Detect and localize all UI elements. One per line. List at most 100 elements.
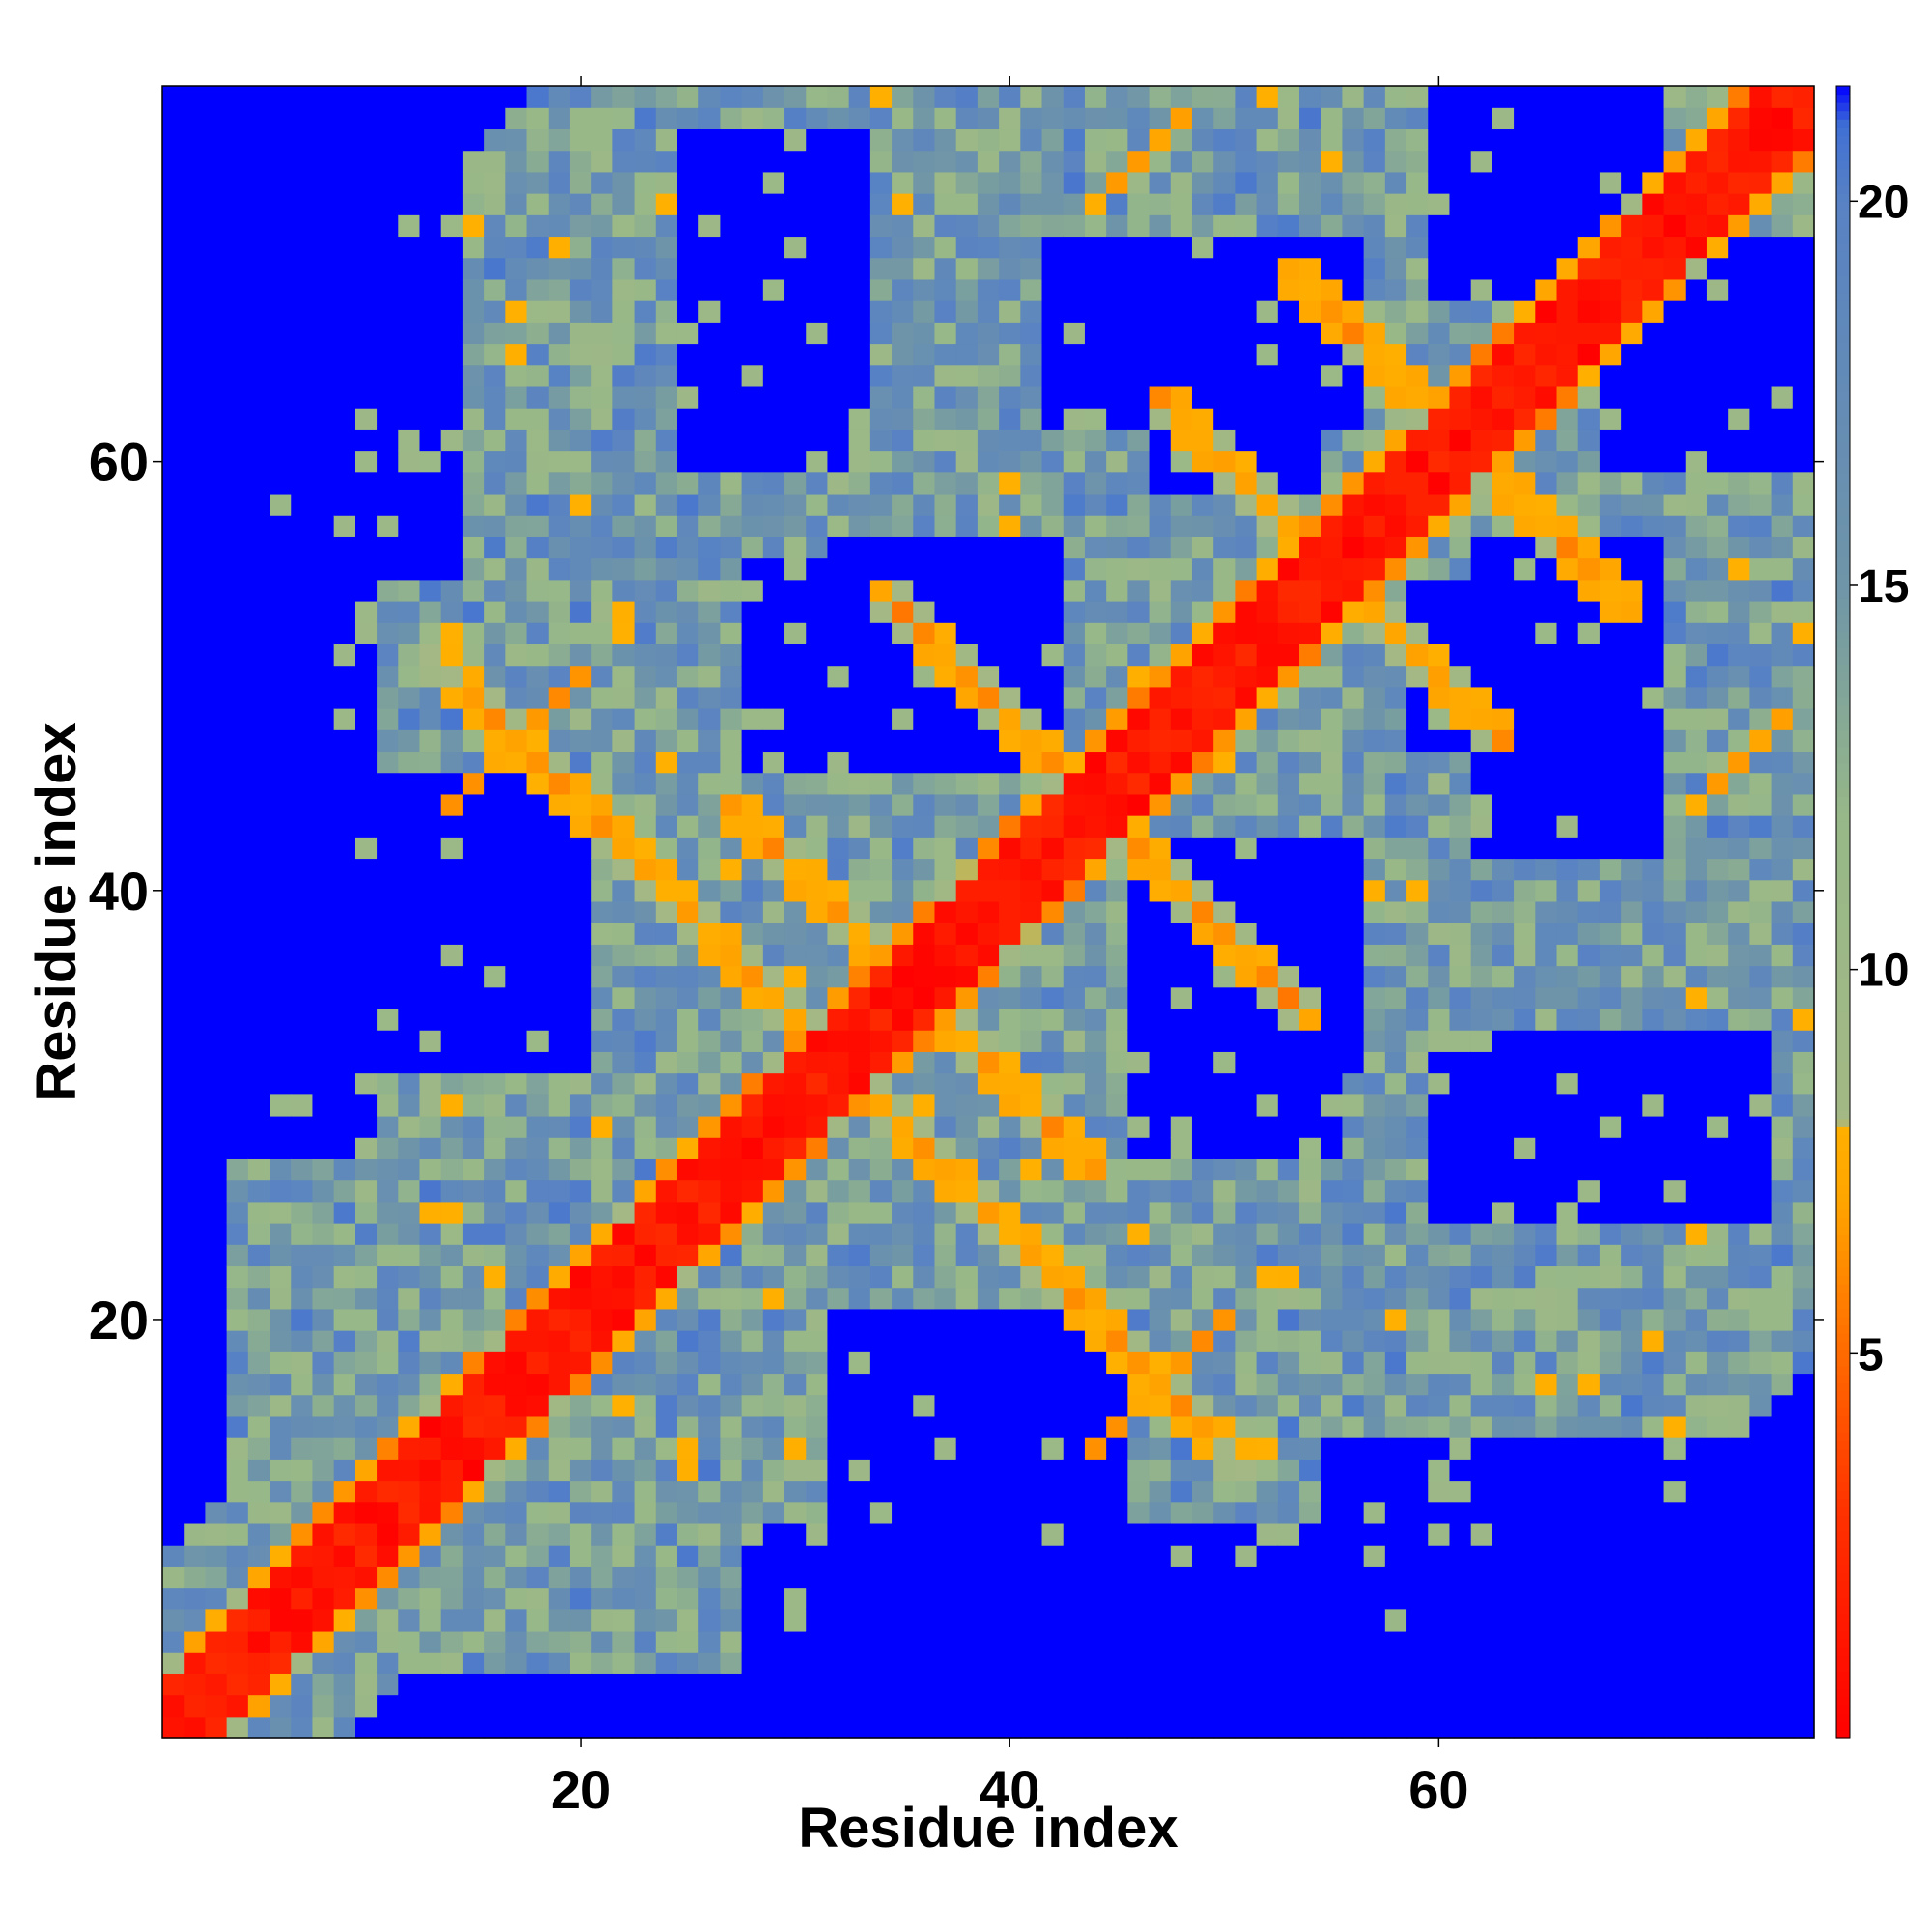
heatmap-cell <box>205 986 228 1009</box>
heatmap-cell <box>312 450 335 473</box>
heatmap-cell <box>591 1652 613 1674</box>
heatmap-cell <box>1213 1652 1236 1674</box>
heatmap-cell <box>1191 1501 1214 1524</box>
heatmap-cell <box>247 1330 270 1352</box>
heatmap-cell <box>162 643 185 667</box>
heatmap-cell <box>1235 793 1258 816</box>
heatmap-cell <box>698 1030 721 1052</box>
heatmap-cell <box>913 858 936 881</box>
heatmap-cell <box>913 622 936 644</box>
heatmap-cell <box>1321 1630 1344 1653</box>
heatmap-cell <box>162 364 185 387</box>
heatmap-cell <box>1384 1652 1407 1674</box>
heatmap-cell <box>162 150 185 173</box>
heatmap-cell <box>1170 622 1193 644</box>
heatmap-cell <box>999 1201 1021 1224</box>
heatmap-cell <box>569 278 592 301</box>
heatmap-cell <box>1106 1522 1128 1546</box>
heatmap-cell <box>827 193 850 215</box>
heatmap-cell <box>526 622 550 644</box>
heatmap-cell <box>1149 471 1172 495</box>
heatmap-cell <box>698 1652 721 1674</box>
heatmap-cell <box>720 1415 743 1438</box>
heatmap-cell <box>505 1223 528 1245</box>
heatmap-cell <box>1041 1072 1065 1095</box>
heatmap-cell <box>1449 1330 1472 1352</box>
heatmap-cell <box>569 1587 592 1610</box>
heatmap-cell <box>1449 1437 1472 1460</box>
heatmap-cell <box>784 923 807 945</box>
heatmap-cell <box>226 150 249 173</box>
heatmap-cell <box>955 1051 979 1074</box>
heatmap-cell <box>1321 429 1344 452</box>
heatmap-cell <box>1514 1522 1536 1546</box>
heatmap-cell <box>484 1415 506 1438</box>
heatmap-cell <box>333 1051 356 1074</box>
heatmap-cell <box>355 1373 378 1396</box>
heatmap-cell <box>720 107 743 130</box>
heatmap-cell <box>1428 837 1451 860</box>
heatmap-cell <box>312 343 335 366</box>
heatmap-cell <box>312 1673 335 1696</box>
heatmap-cell <box>1321 1694 1344 1718</box>
heatmap-cell <box>162 1008 185 1031</box>
heatmap-cell <box>698 772 721 795</box>
heatmap-cell <box>1084 1459 1107 1482</box>
heatmap-cell <box>247 1652 270 1674</box>
heatmap-cell <box>377 1308 399 1331</box>
heatmap-cell <box>676 643 699 667</box>
heatmap-cell <box>548 107 571 130</box>
heatmap-cell <box>999 193 1021 215</box>
heatmap-cell <box>184 686 207 709</box>
heatmap-cell <box>1535 1630 1558 1653</box>
heatmap-cell <box>720 643 743 667</box>
heatmap-cell <box>741 837 764 860</box>
heatmap-cell <box>1235 1566 1258 1589</box>
heatmap-cell <box>398 1051 421 1074</box>
heatmap-cell <box>1277 557 1300 581</box>
heatmap-cell <box>1020 408 1043 430</box>
heatmap-cell <box>1127 150 1151 173</box>
heatmap-cell <box>1041 471 1065 495</box>
heatmap-cell <box>676 1051 699 1074</box>
heatmap-cell <box>1299 858 1321 881</box>
heatmap-cell <box>1041 923 1065 945</box>
heatmap-cell <box>655 322 678 345</box>
heatmap-cell <box>505 1545 528 1567</box>
heatmap-cell <box>162 1351 185 1375</box>
heatmap-cell <box>741 1137 764 1159</box>
heatmap-cell <box>1149 1115 1172 1138</box>
heatmap-cell <box>1384 1137 1407 1159</box>
heatmap-cell <box>1041 1437 1065 1460</box>
heatmap-cell <box>612 1351 636 1375</box>
heatmap-cell <box>892 1072 914 1095</box>
heatmap-cell <box>999 1415 1021 1438</box>
heatmap-cell <box>526 858 550 881</box>
heatmap-cell <box>634 1566 657 1589</box>
heatmap-cell <box>505 579 528 602</box>
heatmap-cell <box>569 1008 592 1031</box>
heatmap-cell <box>1084 686 1107 709</box>
heatmap-cell <box>892 1716 914 1739</box>
heatmap-cell <box>462 1158 485 1181</box>
heatmap-cell <box>869 278 893 301</box>
heatmap-cell <box>784 1630 807 1653</box>
heatmap-cell <box>827 128 850 152</box>
heatmap-cell <box>505 300 528 323</box>
heatmap-cell <box>1321 257 1344 280</box>
heatmap-cell <box>1299 536 1321 559</box>
heatmap-cell <box>205 1008 228 1031</box>
heatmap-cell <box>655 408 678 430</box>
heatmap-cell <box>1235 1330 1258 1352</box>
heatmap-cell <box>892 171 914 194</box>
heatmap-cell <box>1149 1459 1172 1482</box>
heatmap-cell <box>655 1030 678 1052</box>
heatmap-cell <box>1170 1201 1193 1224</box>
heatmap-cell <box>1127 600 1151 623</box>
heatmap-cell <box>1127 1115 1151 1138</box>
heatmap-cell <box>569 1330 592 1352</box>
heatmap-cell <box>634 944 657 967</box>
heatmap-cell <box>1384 1459 1407 1482</box>
heatmap-cell <box>655 1587 678 1610</box>
heatmap-cell <box>1514 557 1536 581</box>
